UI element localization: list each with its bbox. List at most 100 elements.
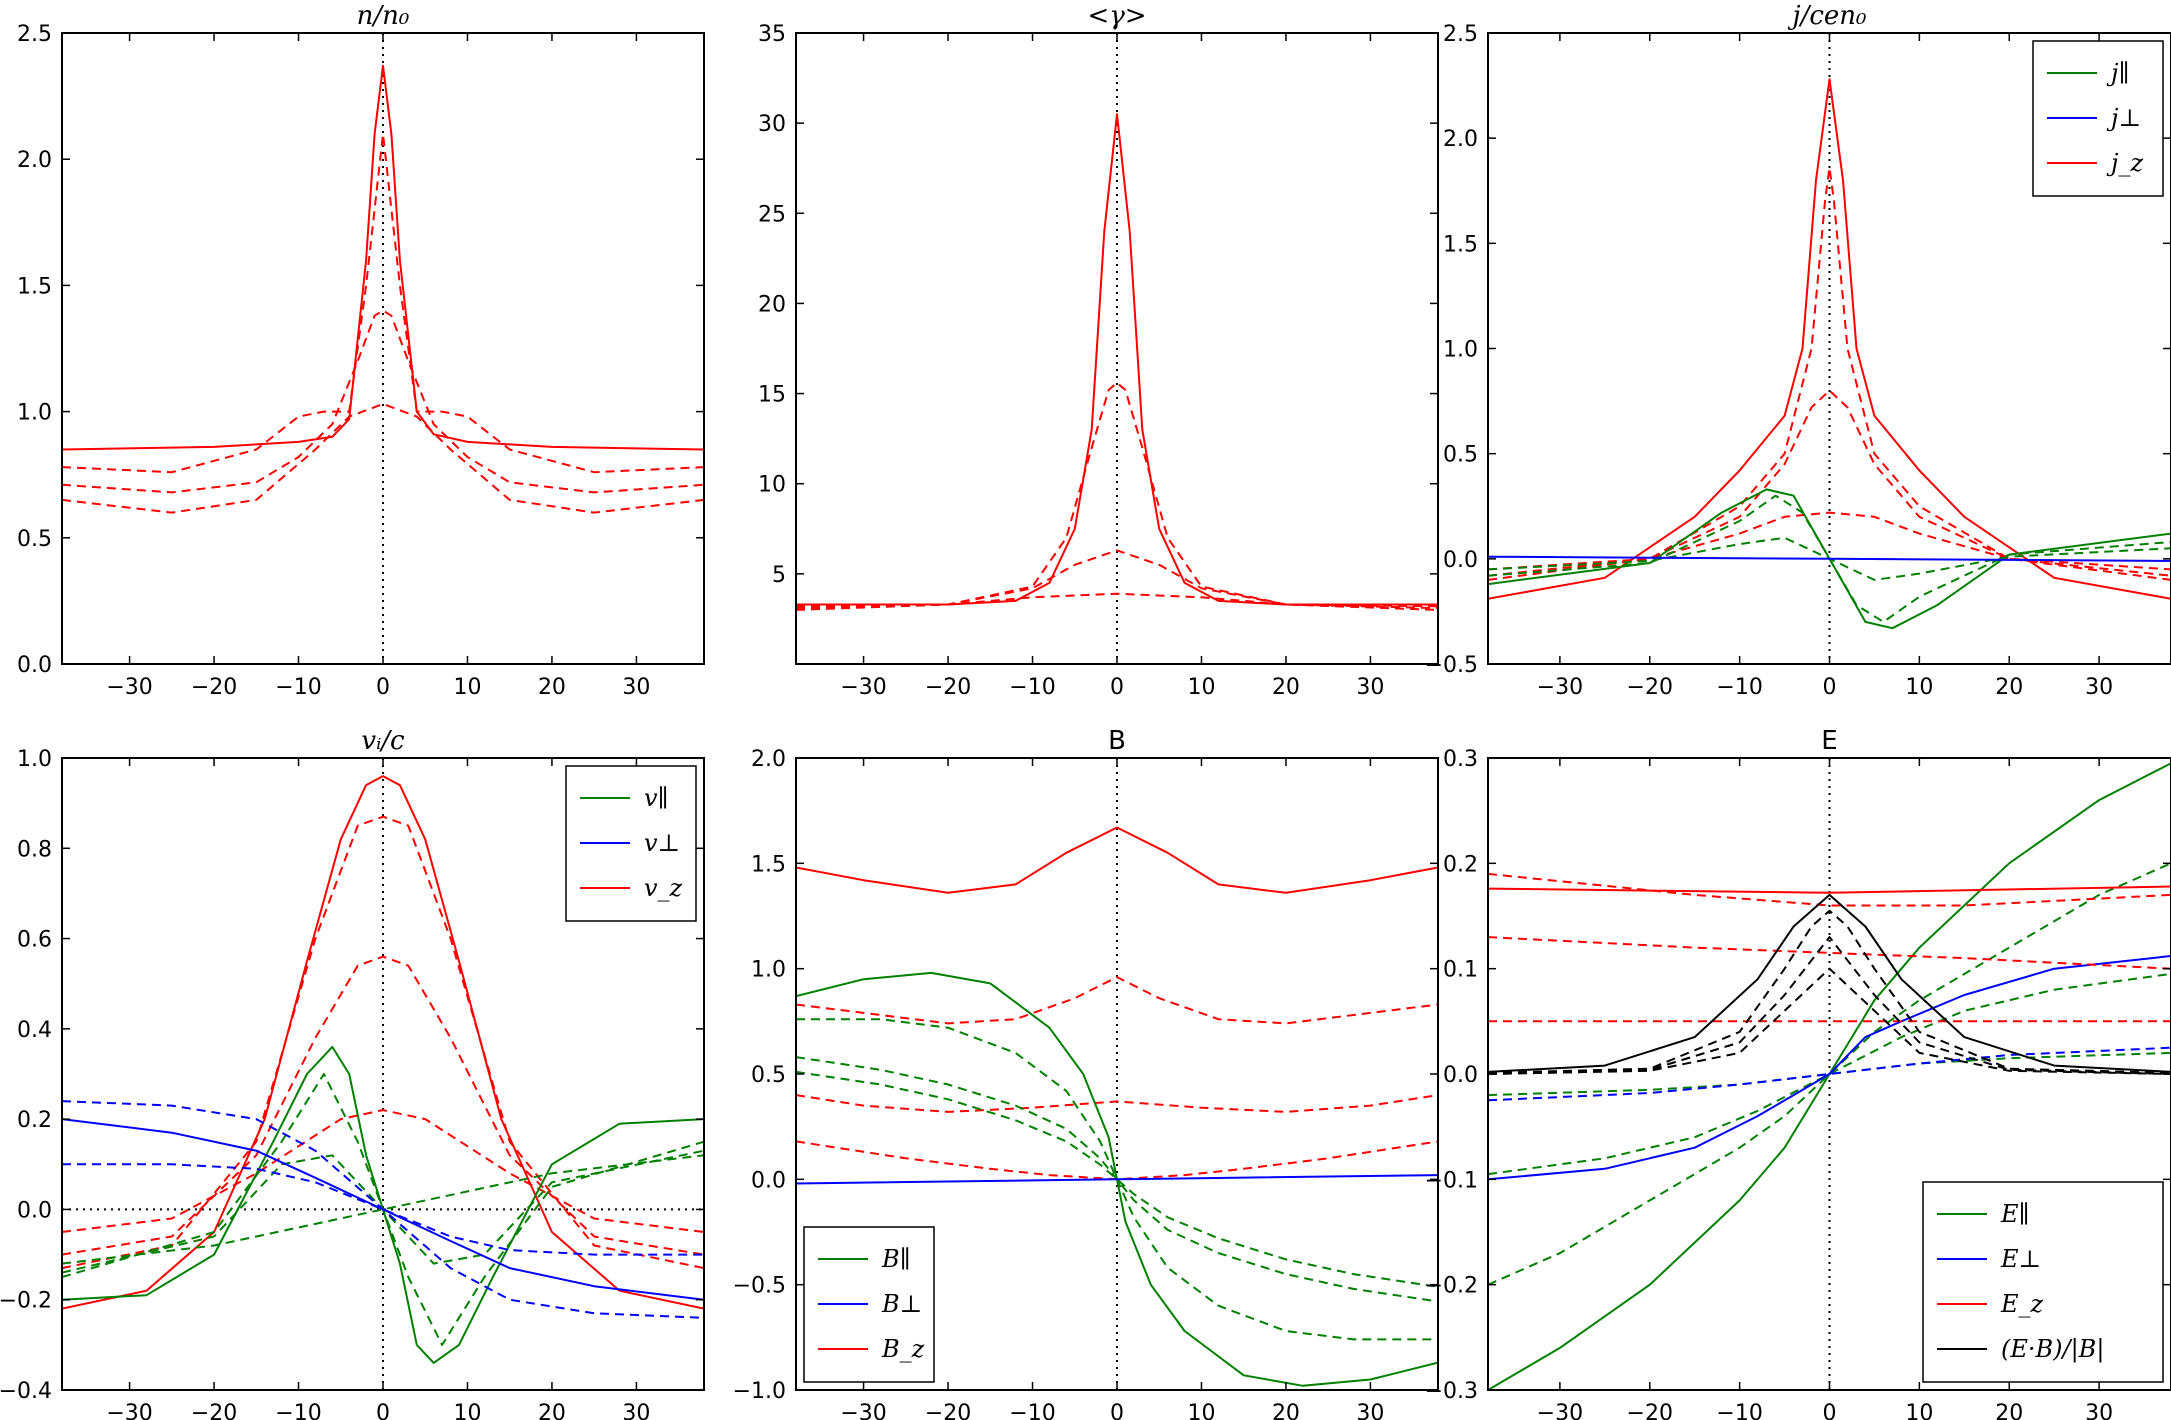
series-line-8: B∥ (t1): [796, 1070, 1438, 1288]
x-tick-label: −30: [840, 1401, 886, 1420]
series-line-9: B⊥: [796, 1174, 1438, 1185]
series-line-4: j_z (t1): [1488, 511, 2171, 571]
y-tick-label: −0.2: [1425, 1274, 1478, 1299]
legend-label: B_z: [881, 1335, 925, 1363]
y-tick-label: −0.1: [1425, 1168, 1478, 1193]
legend-label: E∥: [2000, 1200, 2030, 1228]
x-tick-label: 20: [1995, 1401, 2023, 1420]
chart-title: E: [1821, 726, 1837, 756]
series-group: E∥ (final)E∥ (t3)E∥ (t2)E∥ (t1)E⊥ (final…: [1488, 762, 2171, 1390]
x-tick-label: −20: [925, 1401, 971, 1420]
y-tick-label: −0.3: [1425, 1379, 1478, 1404]
legend: j∥ j⊥ j_z: [2032, 40, 2164, 197]
x-tick-label: −30: [106, 675, 152, 700]
series-line-11: (E·B)/|B| (final): [1488, 893, 2171, 1073]
chart-title: vᵢ/c: [361, 726, 405, 756]
legend: E∥ E⊥ E_z (E·B)/|B|: [1922, 1181, 2164, 1383]
x-tick-label: −20: [1627, 675, 1673, 700]
series-line-4: B_z (t1): [796, 1140, 1438, 1181]
x-tick-label: 10: [1187, 675, 1215, 700]
series-line-13: (E·B)/|B| (t2): [1488, 936, 2171, 1075]
y-tick-label: 15: [758, 383, 786, 408]
legend-label: j_z: [2106, 149, 2143, 177]
legend-label: (E·B)/|B|: [2001, 1335, 2104, 1364]
y-tick-label: 0.5: [751, 1063, 786, 1088]
y-tick-label: 0.5: [17, 527, 52, 552]
x-tick-label: 30: [2085, 675, 2113, 700]
chart-panel-6: E∥ (final)E∥ (t3)E∥ (t2)E∥ (t1)E⊥ (final…: [1425, 726, 2171, 1420]
x-tick-label: −30: [840, 675, 886, 700]
series-line-2: n (t3): [62, 133, 704, 474]
y-tick-label: 0.2: [1443, 852, 1478, 877]
series-line-1: γ (final): [796, 113, 1438, 606]
series-line-4: γ (t1): [796, 592, 1438, 611]
series-line-1: n (final): [62, 64, 704, 451]
series-group: B_z (final)B_z (t3)B_z (t2)B_z (t1)B∥ (f…: [796, 826, 1438, 1387]
series-line-12: (E·B)/|B| (t3): [1488, 909, 2171, 1074]
chart-title: j/cen₀: [1788, 1, 1868, 31]
legend-label: j∥: [2106, 59, 2130, 87]
legend: v∥ v⊥ v_z: [565, 765, 697, 922]
x-tick-label: 30: [622, 1401, 650, 1420]
x-tick-label: 20: [538, 675, 566, 700]
legend-label: E_z: [2000, 1290, 2044, 1318]
series-line-11: v⊥ (t2): [62, 1163, 704, 1256]
legend-label: v∥: [644, 784, 669, 812]
series-group: v_z (final)v_z (t3)v_z (t2)v_z (t1)v∥ (f…: [62, 775, 704, 1364]
legend-label: j⊥: [2106, 104, 2141, 132]
series-line-3: j_z (t2): [1488, 389, 2171, 577]
x-tick-label: 10: [453, 675, 481, 700]
x-tick-label: 0: [376, 1401, 390, 1420]
x-tick-label: 20: [1995, 675, 2023, 700]
y-tick-label: 25: [758, 202, 786, 227]
x-tick-label: −20: [191, 675, 237, 700]
y-tick-label: 0.3: [1443, 747, 1478, 772]
x-tick-label: 0: [1110, 675, 1124, 700]
series-line-9: E_z (t2): [1488, 936, 2171, 970]
x-tick-label: 0: [1823, 1401, 1837, 1420]
y-tick-label: 2.5: [17, 22, 52, 47]
x-tick-label: 10: [1905, 1401, 1933, 1420]
chart-panel-4: v_z (final)v_z (t3)v_z (t2)v_z (t1)v∥ (f…: [0, 726, 705, 1420]
y-tick-label: 1.5: [751, 852, 786, 877]
series-line-3: n (t2): [62, 309, 704, 494]
series-line-8: E_z (t3): [1488, 872, 2171, 907]
x-tick-label: 20: [1272, 1401, 1300, 1420]
y-tick-label: 5: [772, 563, 786, 588]
series-line-5: E⊥ (final): [1488, 955, 2171, 1181]
x-tick-label: 30: [2085, 1401, 2113, 1420]
x-tick-label: 20: [1272, 675, 1300, 700]
series-line-10: v⊥ (t3): [62, 1100, 704, 1319]
series-group: j_z (final)j_z (t3)j_z (t2)j_z (t1)j∥ (f…: [1488, 78, 2171, 630]
y-tick-label: 0.0: [17, 653, 52, 678]
x-tick-label: −20: [1627, 1401, 1673, 1420]
chart-panel-3: j_z (final)j_z (t3)j_z (t2)j_z (t1)j∥ (f…: [1425, 1, 2171, 700]
x-tick-label: 10: [1187, 1401, 1215, 1420]
y-tick-label: −1.0: [733, 1379, 786, 1404]
x-tick-label: 30: [1356, 675, 1384, 700]
x-tick-label: 0: [1110, 1401, 1124, 1420]
x-tick-label: 10: [453, 1401, 481, 1420]
y-tick-label: −0.4: [0, 1379, 52, 1404]
series-line-4: n (t1): [62, 403, 704, 514]
x-tick-label: −10: [1716, 1401, 1762, 1420]
legend-label: E⊥: [2000, 1245, 2041, 1273]
legend: B∥ B⊥ B_z: [803, 1226, 935, 1383]
series-group: n (final)n (t3)n (t2)n (t1): [62, 64, 704, 514]
chart-panel-5: B_z (final)B_z (t3)B_z (t2)B_z (t1)B∥ (f…: [733, 726, 1439, 1420]
series-line-1: j_z (final): [1488, 78, 2171, 600]
x-tick-label: −30: [1537, 675, 1583, 700]
legend-label: B∥: [881, 1245, 911, 1273]
y-tick-label: 2.0: [17, 148, 52, 173]
legend-label: v_z: [644, 874, 683, 902]
x-tick-label: 10: [1905, 675, 1933, 700]
x-tick-label: 30: [1356, 1401, 1384, 1420]
series-line-4: v_z (t1): [62, 1109, 704, 1233]
series-line-7: E_z (final): [1488, 885, 2171, 894]
y-tick-label: 0.8: [17, 837, 52, 862]
y-tick-label: −0.5: [733, 1274, 786, 1299]
series-line-3: B_z (t2): [796, 1094, 1438, 1113]
y-tick-label: 0.0: [1443, 548, 1478, 573]
x-tick-label: −30: [1537, 1401, 1583, 1420]
